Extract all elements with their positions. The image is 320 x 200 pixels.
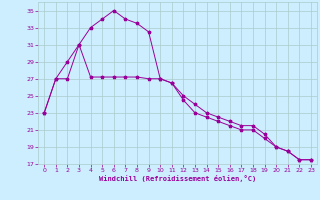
X-axis label: Windchill (Refroidissement éolien,°C): Windchill (Refroidissement éolien,°C) [99, 175, 256, 182]
